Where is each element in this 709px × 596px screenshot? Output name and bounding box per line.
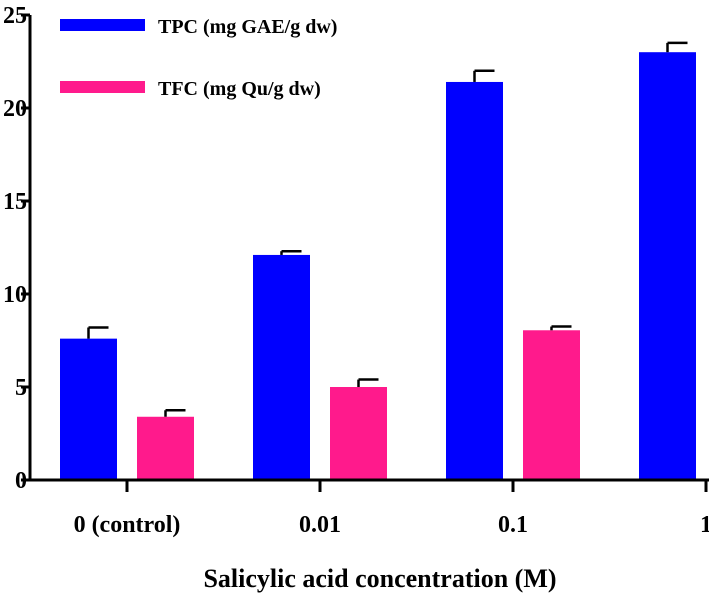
error-bars-layer [87, 41, 688, 417]
x-tick-label: 1 [700, 512, 709, 538]
axes-layer [28, 15, 709, 482]
legend: TPC (mg GAE/g dw) TFC (mg Qu/g dw) [60, 16, 337, 100]
legend-label-tpc: TPC (mg GAE/g dw) [158, 16, 337, 38]
x-ticks: 0 (control) 0.01 0.1 1 [74, 480, 709, 538]
legend-swatch-tfc [60, 81, 145, 93]
bar-tfc-2 [523, 330, 580, 480]
bar-tfc-0 [137, 416, 194, 480]
bars-layer [60, 52, 696, 481]
x-axis-title: Salicylic acid concentration (M) [203, 564, 556, 593]
y-ticks: 0 5 10 15 20 25 [3, 3, 30, 494]
bar-tfc-1 [330, 387, 387, 480]
y-tick-label: 10 [3, 282, 27, 308]
bar-tpc-3 [639, 52, 696, 480]
x-tick-label: 0 (control) [74, 512, 181, 538]
bar-tpc-2 [446, 81, 503, 481]
legend-swatch-tpc [60, 19, 145, 31]
y-tick-label: 15 [3, 189, 27, 215]
y-tick-label: 5 [15, 375, 27, 401]
bar-tpc-0 [60, 338, 117, 480]
y-tick-label: 20 [3, 96, 27, 122]
legend-label-tfc: TFC (mg Qu/g dw) [158, 78, 321, 100]
y-tick-label: 0 [15, 468, 27, 494]
x-tick-label: 0.1 [498, 512, 528, 538]
y-tick-label: 25 [3, 3, 27, 29]
x-tick-label: 0.01 [299, 512, 341, 538]
bar-tpc-1 [253, 254, 310, 480]
